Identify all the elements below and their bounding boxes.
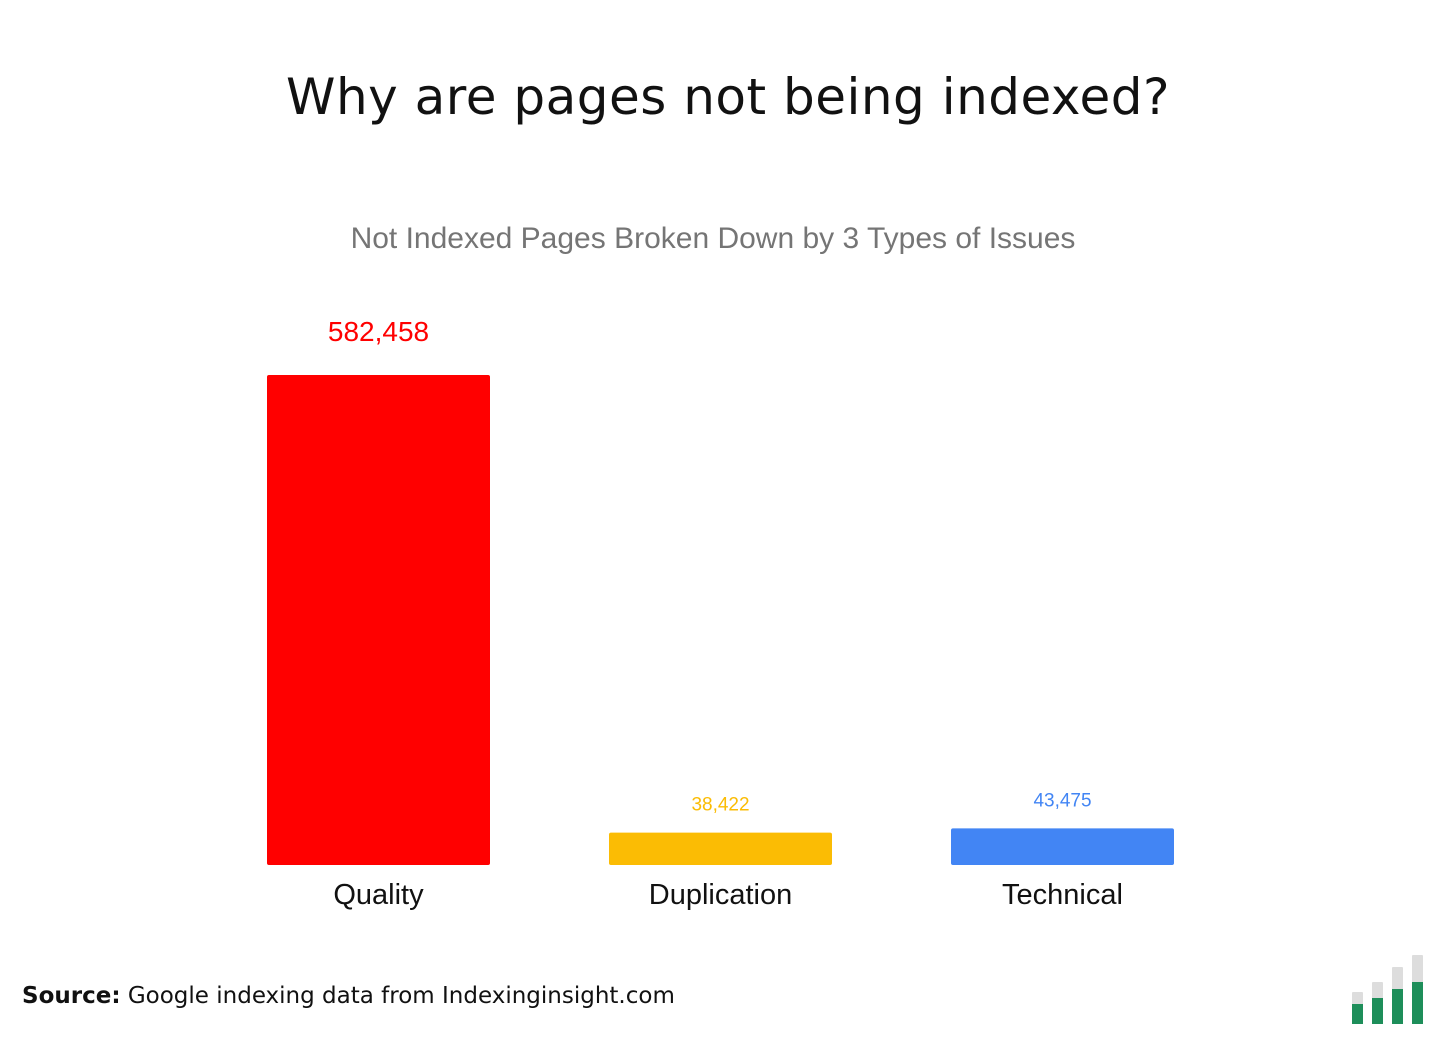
category-label-technical: Technical	[1002, 879, 1123, 911]
category-label-quality: Quality	[333, 879, 424, 911]
source-note: Source: Google indexing data from Indexi…	[22, 983, 675, 1009]
logo-bar-fill-1	[1352, 1004, 1363, 1024]
category-label-duplication: Duplication	[649, 879, 792, 911]
value-label-quality: 582,458	[328, 316, 429, 347]
logo-bar-fill-2	[1372, 998, 1383, 1024]
value-label-duplication: 38,422	[691, 795, 749, 816]
value-label-technical: 43,475	[1033, 790, 1091, 811]
source-text: Google indexing data from Indexinginsigh…	[127, 983, 675, 1009]
logo-bar-fill-3	[1392, 989, 1403, 1024]
bar-technical	[951, 828, 1174, 865]
bar-chart-logo-icon	[1352, 955, 1423, 1024]
logo-bar-fill-4	[1412, 982, 1423, 1024]
bar-duplication	[609, 832, 832, 865]
chart-title: Not Indexed Pages Broken Down by 3 Types…	[350, 222, 1076, 255]
source-label: Source:	[22, 983, 121, 1009]
bar-quality	[267, 375, 490, 865]
page-title: Why are pages not being indexed?	[286, 68, 1170, 126]
